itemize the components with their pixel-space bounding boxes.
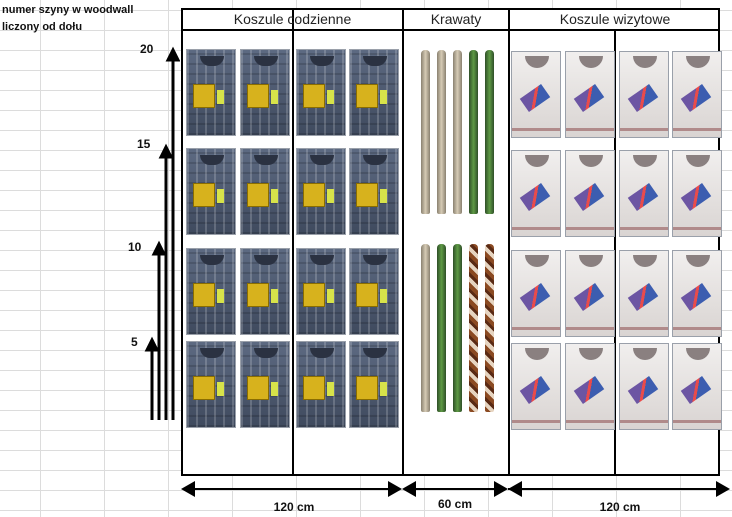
tie-image: [469, 244, 478, 412]
casual-shirt-image: [296, 49, 346, 136]
formal-center-divider: [614, 30, 616, 476]
rail-number-note: numer szyny w woodwall liczony od dołu: [2, 2, 133, 36]
casual-shirt-image: [186, 49, 236, 136]
rail-label-20: 20: [140, 42, 154, 56]
casual-shirt-image: [240, 341, 290, 428]
casual-shirt-image: [186, 248, 236, 335]
formal-shirt-image: [565, 343, 615, 430]
width-dimension-ties: [404, 488, 502, 490]
width-label-casual: 120 cm: [273, 500, 315, 514]
tie-image: [453, 50, 462, 214]
tie-image: [453, 244, 462, 412]
casual-shirt-image: [240, 248, 290, 335]
section-title-ties: Krawaty: [430, 11, 482, 27]
casual-shirt-image: [186, 148, 236, 235]
rail-label-10: 10: [128, 240, 142, 254]
tie-image: [437, 50, 446, 214]
dimension-arrowheads: [181, 481, 730, 497]
note-line-1: numer szyny w woodwall: [2, 4, 134, 16]
casual-shirt-image: [349, 248, 399, 335]
rail-height-arrows: [144, 46, 180, 420]
formal-shirt-image: [619, 51, 669, 138]
note-line-2: liczony od dołu: [2, 21, 83, 33]
formal-shirt-image: [619, 150, 669, 237]
casual-shirt-image: [186, 341, 236, 428]
formal-shirt-image: [511, 250, 561, 337]
rail-arrow-10-head: [151, 240, 167, 256]
formal-shirt-image: [672, 343, 722, 430]
formal-shirt-image: [565, 250, 615, 337]
formal-shirt-image: [511, 150, 561, 237]
casual-shirt-image: [240, 49, 290, 136]
rail-label-15: 15: [137, 137, 151, 151]
formal-shirt-image: [619, 343, 669, 430]
width-label-ties: 60 cm: [437, 497, 473, 511]
formal-shirt-image: [565, 51, 615, 138]
tie-image: [437, 244, 446, 412]
tie-image: [485, 244, 494, 412]
section-title-casual-shirts: Koszule codzienne: [233, 11, 352, 27]
section-title-formal-shirts: Koszule wizytowe: [559, 11, 671, 27]
formal-shirt-image: [672, 250, 722, 337]
formal-shirt-image: [672, 51, 722, 138]
casual-shirt-image: [296, 341, 346, 428]
casual-shirt-image: [296, 148, 346, 235]
width-dimension-casual: [186, 488, 398, 490]
casual-shirt-image: [349, 49, 399, 136]
formal-shirt-image: [511, 51, 561, 138]
header-divider: [183, 29, 718, 31]
casual-shirt-image: [349, 341, 399, 428]
formal-shirt-image: [511, 343, 561, 430]
casual-shirt-image: [296, 248, 346, 335]
formal-shirt-image: [672, 150, 722, 237]
width-label-formal: 120 cm: [599, 500, 641, 514]
casual-shirt-image: [240, 148, 290, 235]
tie-image: [485, 50, 494, 214]
formal-shirt-image: [619, 250, 669, 337]
tie-image: [421, 244, 430, 412]
section-divider-1: [402, 10, 404, 476]
rail-arrow-5-head: [144, 336, 160, 352]
formal-shirt-image: [565, 150, 615, 237]
rail-arrow-20-head: [165, 46, 180, 62]
casual-center-divider: [292, 10, 294, 476]
width-dimension-formal: [508, 488, 726, 490]
casual-shirt-image: [349, 148, 399, 235]
section-divider-2: [508, 10, 510, 476]
tie-image: [421, 50, 430, 214]
rail-label-5: 5: [131, 335, 138, 349]
rail-arrow-15-head: [158, 143, 174, 159]
tie-image: [469, 50, 478, 214]
